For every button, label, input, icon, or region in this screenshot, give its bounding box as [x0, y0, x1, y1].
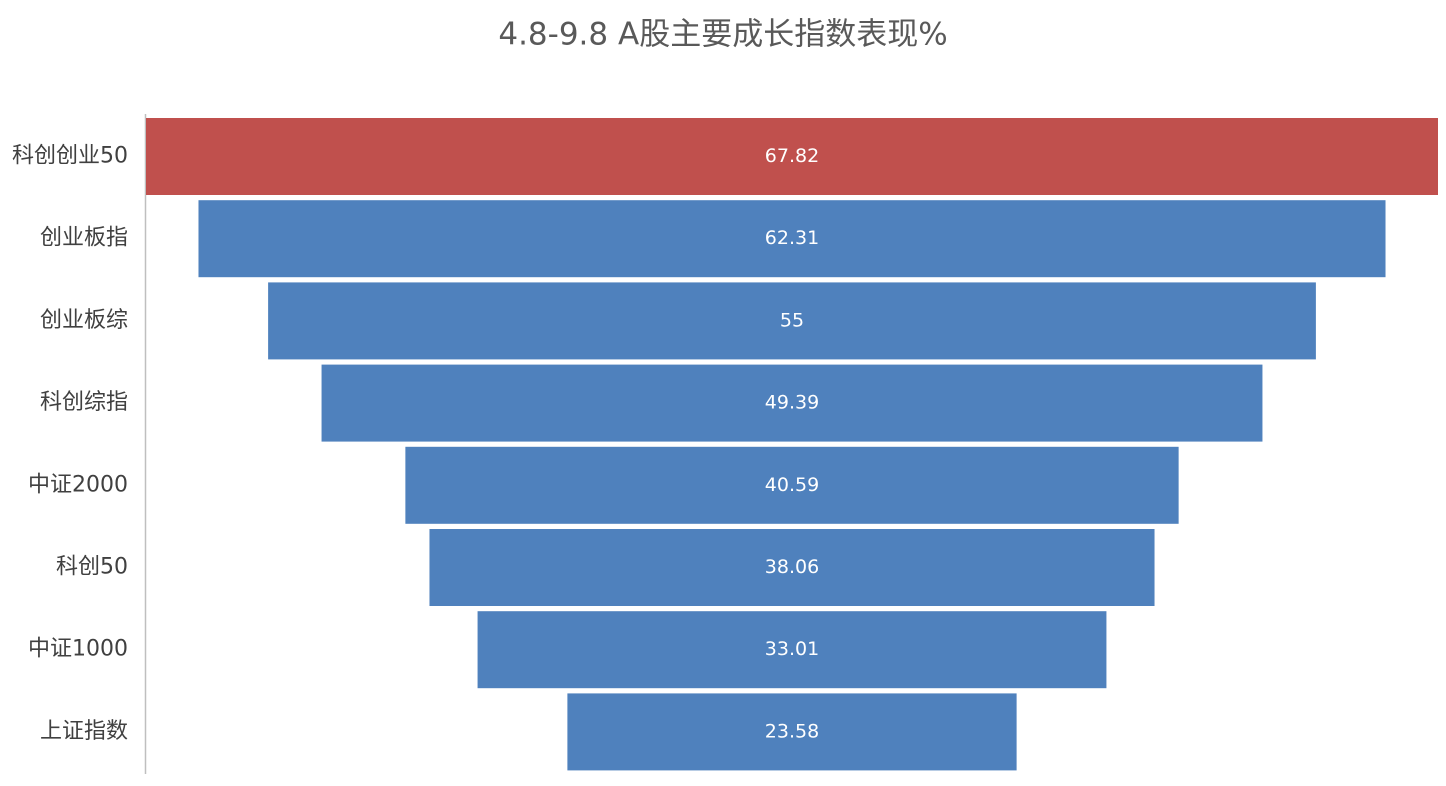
value-label: 55 [780, 309, 804, 331]
value-label: 23.58 [765, 720, 819, 742]
funnel-bar [321, 364, 1263, 442]
category-label: 科创50 [56, 555, 128, 580]
funnel-bar [405, 446, 1179, 524]
value-label: 40.59 [765, 474, 819, 496]
value-label: 49.39 [765, 392, 819, 414]
funnel-bar [146, 118, 1438, 195]
value-label: 33.01 [765, 638, 819, 660]
value-label: 67.82 [765, 145, 819, 167]
funnel-bar [477, 611, 1107, 689]
funnel-bar [198, 200, 1386, 278]
category-label: 创业板指 [40, 226, 128, 251]
category-label: 中证2000 [28, 472, 128, 497]
category-label: 上证指数 [40, 719, 128, 744]
value-label: 62.31 [765, 227, 819, 249]
funnel-bar [429, 529, 1155, 606]
chart-title: 4.8-9.8 A股主要成长指数表现% [498, 17, 947, 53]
funnel-bar [268, 282, 1316, 360]
value-label: 38.06 [765, 556, 819, 578]
category-label: 科创创业50 [12, 144, 128, 169]
category-label: 创业板综 [40, 308, 128, 333]
category-label: 中证1000 [28, 637, 128, 662]
funnel-bar [567, 693, 1017, 771]
category-label: 科创综指 [40, 390, 128, 415]
